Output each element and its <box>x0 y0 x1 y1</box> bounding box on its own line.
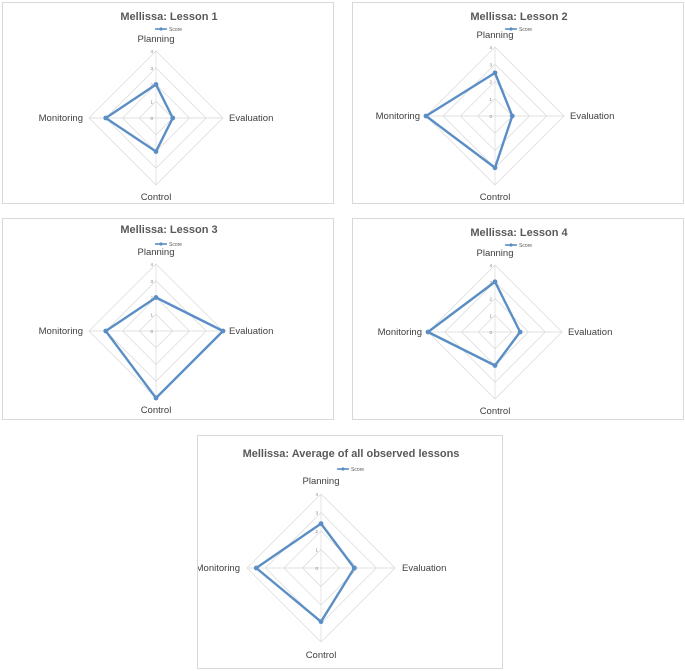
tick-label: 0 <box>150 116 153 121</box>
radar-chart-average: Mellissa: Average of all observed lesson… <box>198 448 460 661</box>
chart-title: Mellissa: Lesson 3 <box>120 224 217 236</box>
data-point-monitoring <box>103 328 109 334</box>
data-point-planning <box>318 521 324 526</box>
data-point-control <box>492 165 498 171</box>
chart-title: Mellissa: Average of all observed lesson… <box>243 448 460 460</box>
data-point-planning <box>153 82 159 87</box>
tick-label: 0 <box>150 329 153 334</box>
axis-label-monitoring: Monitoring <box>39 113 83 124</box>
tick-label: 4 <box>150 262 153 267</box>
data-point-control <box>492 363 498 368</box>
radar-chart-lesson-4: Mellissa: Lesson 4 Score 0 1 2 3 4 Planning Eval… <box>378 227 613 417</box>
tick-label: 3 <box>150 279 153 284</box>
chart-title: Mellissa: Lesson 2 <box>470 11 567 23</box>
axis-label-monitoring: Monitoring <box>39 326 83 337</box>
tick-label: 2 <box>315 529 318 534</box>
axis-label-monitoring: Monitoring <box>378 327 422 338</box>
chart-title: Mellissa: Lesson 4 <box>470 227 568 239</box>
data-point-planning <box>153 295 159 300</box>
axis-label-control: Control <box>141 192 172 203</box>
chart-title: Mellissa: Lesson 1 <box>120 11 217 23</box>
data-point-monitoring <box>425 329 431 335</box>
tick-label: 3 <box>150 66 153 71</box>
legend-label: Score <box>351 467 364 473</box>
radar-chart-lesson-3: Mellissa: Lesson 3 Score 0 1 2 3 4 Planning Eval… <box>39 224 274 416</box>
legend-marker <box>159 27 163 31</box>
legend-label: Score <box>169 27 182 33</box>
tick-label: 3 <box>489 280 492 285</box>
axis-label-control: Control <box>306 650 337 661</box>
tick-label: 4 <box>489 263 492 268</box>
data-point-control <box>318 619 324 625</box>
axis-label-control: Control <box>480 406 511 417</box>
chart-panel-lesson-3: Mellissa: Lesson 3 Score 0 1 2 3 4 Planning Eval… <box>2 218 334 420</box>
tick-label: 4 <box>315 492 318 497</box>
data-point-planning <box>492 70 498 76</box>
data-point-evaluation <box>170 115 176 121</box>
tick-label: 0 <box>315 566 318 571</box>
data-point-monitoring <box>423 113 429 119</box>
legend-label: Score <box>519 243 532 249</box>
data-point-evaluation <box>509 113 515 119</box>
tick-label: 4 <box>150 49 153 54</box>
legend-marker <box>159 242 163 246</box>
tick-label: 1 <box>150 312 153 317</box>
axis-label-planning: Planning <box>138 34 175 45</box>
legend-marker <box>509 27 513 31</box>
tick-label: 0 <box>489 330 492 335</box>
tick-label: 3 <box>489 62 492 67</box>
radar-chart-lesson-1: Mellissa: Lesson 1 Score 0 1 2 3 4 Planning Eval… <box>39 11 274 203</box>
series-line-score <box>426 280 522 367</box>
chart-panel-lesson-2: Mellissa: Lesson 2 Score 0 1 2 3 4 Planning Eval… <box>352 2 684 204</box>
legend-marker <box>509 243 513 247</box>
chart-panel-lesson-4: Mellissa: Lesson 4 Score 0 1 2 3 4 Planning Eval… <box>352 218 684 420</box>
tick-label: 3 <box>315 511 318 516</box>
chart-panel-lesson-1: Mellissa: Lesson 1 Score 0 1 2 3 4 Planning Eval… <box>2 2 334 204</box>
tick-label: 4 <box>489 45 492 50</box>
axis-label-control: Control <box>480 192 511 203</box>
axis-label-planning: Planning <box>477 30 514 41</box>
series-line-score <box>424 71 514 169</box>
tick-label: 2 <box>150 296 153 301</box>
tick-label: 1 <box>489 97 492 102</box>
data-point-planning <box>492 279 498 285</box>
axis-label-evaluation: Evaluation <box>570 111 614 122</box>
data-point-monitoring <box>103 115 109 121</box>
legend-label: Score <box>519 27 532 33</box>
legend-label: Score <box>169 242 182 248</box>
axis-label-control: Control <box>141 405 172 416</box>
series-line-score <box>104 296 225 400</box>
data-point-control <box>153 395 159 401</box>
axis-label-planning: Planning <box>138 247 175 258</box>
tick-label: 2 <box>489 80 492 85</box>
tick-label: 0 <box>489 114 492 119</box>
tick-label: 1 <box>150 99 153 104</box>
axis-label-monitoring: Monitoring <box>198 563 240 574</box>
tick-label: 2 <box>150 83 153 88</box>
legend-marker <box>341 467 345 471</box>
axis-label-planning: Planning <box>477 248 514 259</box>
axis-label-monitoring: Monitoring <box>376 111 420 122</box>
radar-chart-lesson-2: Mellissa: Lesson 2 Score 0 1 2 3 4 Planning Eval… <box>376 11 615 203</box>
axis-label-evaluation: Evaluation <box>229 326 273 337</box>
axis-label-evaluation: Evaluation <box>229 113 273 124</box>
tick-label: 2 <box>489 297 492 302</box>
chart-panel-average: Mellissa: Average of all observed lesson… <box>197 435 503 669</box>
data-point-monitoring <box>253 565 259 571</box>
axis-label-evaluation: Evaluation <box>568 327 612 338</box>
data-point-evaluation <box>517 329 523 335</box>
series-line-score <box>255 522 356 623</box>
axis-label-planning: Planning <box>303 476 340 487</box>
tick-label: 1 <box>489 313 492 318</box>
axis-label-evaluation: Evaluation <box>402 563 446 574</box>
data-point-control <box>153 149 159 154</box>
tick-label: 1 <box>315 548 318 553</box>
data-point-evaluation <box>220 328 226 334</box>
data-point-evaluation <box>351 565 357 571</box>
